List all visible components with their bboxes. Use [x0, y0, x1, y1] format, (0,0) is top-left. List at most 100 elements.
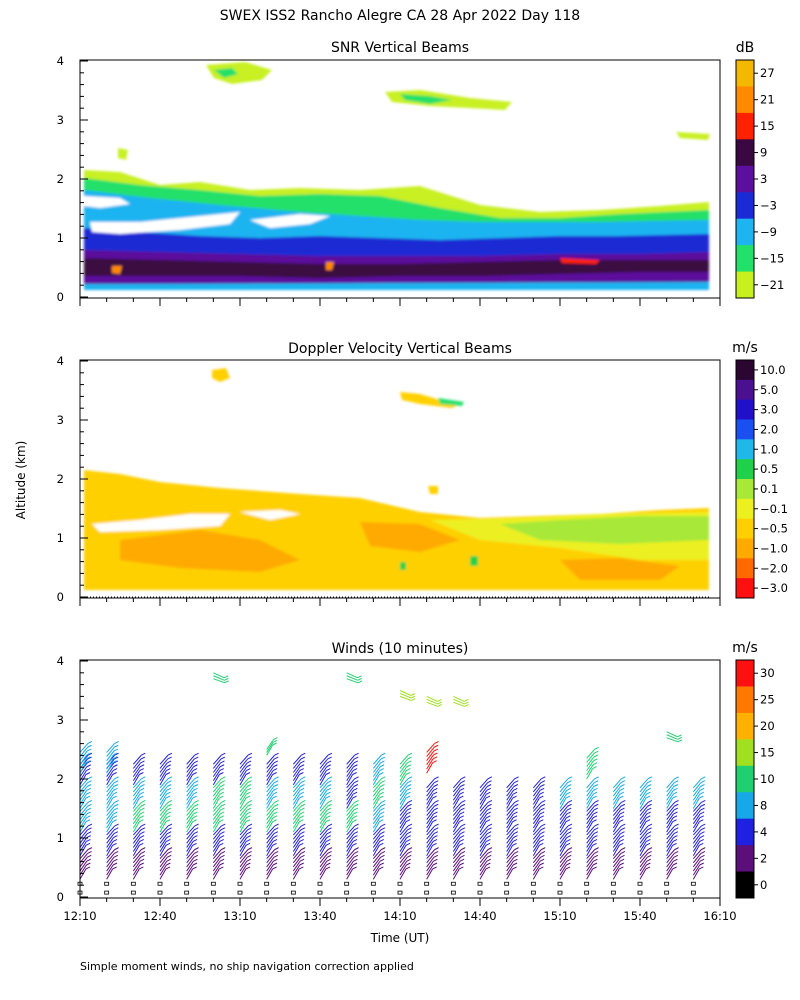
- wind-barb-feather: [380, 780, 386, 784]
- wind-barb: [212, 837, 221, 848]
- wind-barb-feather: [352, 819, 357, 823]
- wind-barb: [239, 837, 248, 848]
- wind-barb: [532, 853, 542, 864]
- wind-barb-feather: [539, 835, 545, 838]
- wind-barb: [212, 829, 222, 840]
- wind-barb: [132, 856, 141, 868]
- wind-barb: [239, 805, 248, 816]
- wind-barb: [372, 813, 381, 825]
- winds-x-axis: 12:10 12:40 13:10 13:40 14:10 14:40 15:10 15:40…: [63, 898, 737, 923]
- wind-barb-feather: [114, 799, 119, 803]
- wind-barb-feather: [193, 831, 199, 835]
- wind-barb-feather: [379, 819, 384, 823]
- wind-barb-feather: [139, 862, 144, 866]
- wind-barb: [692, 841, 701, 852]
- wind-barb-feather: [326, 760, 332, 764]
- wind-barb-feather: [645, 866, 651, 870]
- wind-barb-feather: [273, 803, 279, 807]
- colorbar-segment: [736, 686, 754, 714]
- wind-barb: [372, 849, 382, 859]
- wind-barb: [506, 797, 514, 809]
- colorbar-label: 0.5: [760, 462, 778, 476]
- wind-barb: [559, 805, 568, 816]
- wind-barb-feather: [593, 754, 599, 758]
- range-gate-marker: [104, 890, 110, 895]
- wind-barb-feather: [380, 807, 385, 811]
- wind-barb-feather: [112, 838, 118, 842]
- wind-barb: [506, 821, 514, 833]
- wind-barb: [292, 805, 302, 816]
- wind-barb: [612, 853, 622, 864]
- wind-barb-feather: [299, 842, 304, 846]
- wind-barb: [506, 864, 514, 876]
- wind-barb: [79, 766, 88, 777]
- wind-barb-feather: [646, 784, 652, 787]
- wind-barb-feather: [673, 807, 679, 811]
- range-gate-marker: [690, 890, 696, 895]
- wind-barb: [399, 695, 412, 701]
- wind-barb: [106, 837, 114, 848]
- wind-barb-feather: [619, 835, 625, 838]
- wind-barb-feather: [141, 847, 146, 851]
- wind-barb-feather: [379, 835, 385, 838]
- wind-barb-feather: [486, 787, 492, 791]
- colorbar-segment: [736, 538, 754, 559]
- wind-barb: [506, 825, 515, 836]
- doppler-panel-title: Doppler Velocity Vertical Beams: [288, 341, 512, 357]
- wind-barb: [479, 860, 488, 872]
- wind-barb-feather: [405, 866, 411, 870]
- wind-barb: [132, 813, 141, 825]
- wind-barb: [692, 817, 701, 829]
- x-tick-label: 12:40: [143, 909, 176, 923]
- wind-barb: [532, 797, 540, 809]
- wind-barb-feather: [620, 784, 625, 787]
- wind-barb-feather: [619, 811, 625, 815]
- wind-barb: [452, 853, 462, 864]
- wind-barb-feather: [114, 776, 119, 780]
- colorbar-label: −3.0: [760, 581, 788, 595]
- colorbar-unit: m/s: [732, 340, 758, 356]
- wind-barb-feather: [352, 791, 358, 795]
- wind-barb-feather: [112, 866, 117, 870]
- wind-barb: [692, 805, 702, 816]
- wind-barb-feather: [487, 847, 493, 851]
- wind-barb-feather: [621, 823, 626, 827]
- range-gate-marker: [477, 890, 483, 895]
- wind-barb: [159, 853, 168, 864]
- wind-barb: [399, 864, 407, 876]
- wind-barb-feather: [699, 842, 704, 846]
- wind-barb-feather: [193, 803, 199, 807]
- colorbar-label: 0: [760, 878, 767, 892]
- snr-x-axis: [79, 298, 721, 306]
- wind-barb-feather: [301, 776, 306, 780]
- wind-barb: [399, 762, 408, 773]
- wind-barb: [106, 750, 115, 762]
- range-gate-marker: [184, 890, 190, 895]
- wind-barb-feather: [299, 862, 304, 866]
- wind-barb: [666, 782, 675, 793]
- wind-barb-feather: [301, 847, 306, 851]
- wind-barb-feather: [113, 858, 118, 862]
- wind-barb-feather: [220, 780, 226, 784]
- wind-barb: [319, 837, 328, 848]
- wind-barb: [532, 802, 542, 812]
- wind-barb-feather: [593, 851, 599, 854]
- wind-barb: [266, 868, 274, 880]
- wind-barb-feather: [221, 752, 226, 756]
- wind-barb: [372, 793, 381, 805]
- colorbar-segment: [736, 360, 754, 381]
- wind-barb: [612, 793, 621, 805]
- wind-barb-feather: [379, 768, 384, 772]
- wind-barb-feather: [592, 819, 597, 823]
- wind-barb-feather: [432, 819, 437, 823]
- wind-barb: [106, 809, 115, 821]
- wind-barb-feather: [513, 807, 519, 811]
- wind-barb-feather: [459, 811, 465, 815]
- colorbar-segment: [736, 86, 754, 114]
- wind-barb: [452, 825, 462, 836]
- wind-barb: [666, 737, 679, 743]
- wind-barb-feather: [166, 831, 172, 835]
- wind-barb-feather: [246, 815, 251, 819]
- wind-barb: [346, 678, 359, 684]
